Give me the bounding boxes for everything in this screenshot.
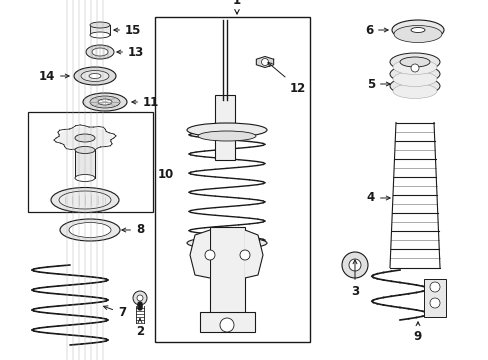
Bar [155, 17, 309, 342]
Ellipse shape [392, 84, 436, 99]
Ellipse shape [59, 191, 111, 209]
Bar [209, 227, 244, 315]
Ellipse shape [198, 131, 256, 141]
Bar [28, 112, 153, 212]
Text: 5: 5 [366, 77, 389, 90]
Bar [215, 95, 235, 160]
Text: 6: 6 [364, 23, 387, 36]
Ellipse shape [389, 77, 439, 95]
Circle shape [429, 298, 439, 308]
Text: 4: 4 [366, 192, 389, 204]
Text: 1: 1 [232, 0, 241, 14]
Text: 8: 8 [122, 224, 144, 237]
Ellipse shape [83, 93, 127, 111]
Text: 2: 2 [136, 319, 144, 338]
Ellipse shape [90, 32, 110, 38]
Bar [75, 150, 95, 178]
Ellipse shape [392, 72, 436, 86]
Text: 12: 12 [267, 63, 305, 94]
Circle shape [137, 295, 142, 301]
Text: 3: 3 [350, 260, 358, 298]
Circle shape [220, 318, 234, 332]
Polygon shape [190, 230, 209, 278]
Text: 7: 7 [103, 306, 126, 320]
Text: 15: 15 [114, 23, 141, 36]
Ellipse shape [89, 73, 101, 78]
Ellipse shape [98, 99, 112, 105]
Ellipse shape [393, 26, 441, 42]
Circle shape [240, 250, 249, 260]
Ellipse shape [389, 53, 439, 71]
Ellipse shape [399, 57, 429, 67]
Text: 9: 9 [413, 322, 421, 343]
Bar [423, 279, 445, 317]
Ellipse shape [75, 147, 95, 153]
Ellipse shape [392, 59, 436, 75]
Ellipse shape [69, 222, 111, 238]
Ellipse shape [60, 219, 120, 241]
Ellipse shape [90, 96, 120, 108]
Circle shape [348, 259, 360, 271]
Text: 10: 10 [158, 168, 174, 181]
Ellipse shape [186, 237, 266, 249]
Polygon shape [256, 57, 273, 68]
Ellipse shape [92, 48, 108, 56]
Text: 11: 11 [132, 95, 159, 108]
Ellipse shape [186, 123, 266, 137]
Ellipse shape [389, 65, 439, 83]
Ellipse shape [391, 20, 443, 40]
Bar [90, 25, 110, 35]
Ellipse shape [74, 67, 116, 85]
Ellipse shape [81, 71, 109, 81]
Ellipse shape [86, 45, 114, 59]
Circle shape [204, 250, 215, 260]
Ellipse shape [75, 134, 95, 142]
Circle shape [429, 282, 439, 292]
Circle shape [341, 252, 367, 278]
Circle shape [261, 58, 268, 66]
Text: 14: 14 [39, 69, 69, 82]
Text: 13: 13 [117, 45, 144, 58]
Ellipse shape [90, 22, 110, 28]
Polygon shape [244, 230, 263, 278]
Circle shape [410, 64, 418, 72]
Circle shape [133, 291, 147, 305]
Bar [200, 312, 254, 332]
Ellipse shape [58, 127, 112, 149]
Ellipse shape [51, 188, 119, 212]
Ellipse shape [410, 27, 424, 32]
Ellipse shape [75, 175, 95, 181]
